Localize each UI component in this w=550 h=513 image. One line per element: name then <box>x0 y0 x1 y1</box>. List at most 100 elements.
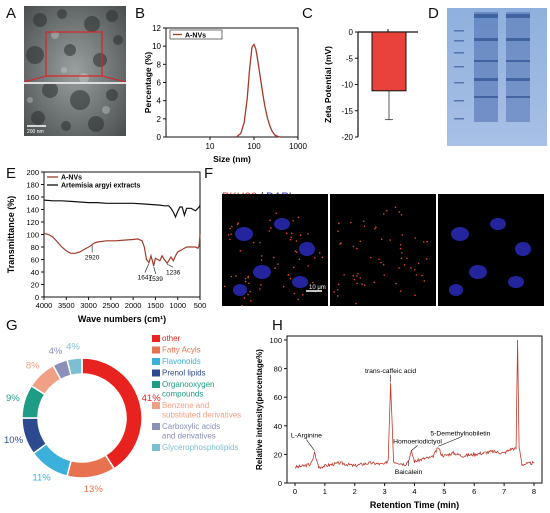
nucleus <box>451 227 469 241</box>
annotation-label: 1236 <box>166 269 181 276</box>
slice-label: 41% <box>142 393 162 404</box>
x-tick-label: 100 <box>247 142 261 151</box>
y-tick-label: 60 <box>274 393 282 402</box>
y-tick-label: 0 <box>157 133 162 142</box>
pkh26-dot <box>357 272 359 275</box>
pkh26-dot <box>250 300 252 302</box>
y-tick-label: 180 <box>26 181 39 190</box>
y-tick-label: 8 <box>157 60 162 69</box>
pkh26-dot <box>394 206 397 209</box>
pkh26-dot <box>426 240 428 243</box>
pkh26-dot <box>389 239 391 241</box>
nucleus <box>299 242 315 256</box>
annotation-label: 5-Demethylnobiletin <box>430 430 490 437</box>
legend-swatch <box>152 402 160 409</box>
pkh26-dot <box>359 277 362 279</box>
legend-label: other <box>162 334 181 343</box>
pkh26-dot <box>237 222 240 224</box>
legend-label: Glycerophospholipids <box>162 443 239 452</box>
legend-box <box>169 29 223 40</box>
annotation-label: 2920 <box>85 255 100 262</box>
x-tick-label: 4 <box>412 487 416 496</box>
y-tick-label: 40 <box>274 422 282 431</box>
pkh26-dot <box>321 256 324 259</box>
pkh26-dot <box>337 222 340 225</box>
panel-c-zeta-chart: 0 -5 -10 -15 -20 Zeta Potential (mV) <box>323 28 418 142</box>
legend-swatch <box>152 444 160 451</box>
pkh26-dot <box>294 250 297 252</box>
legend-label: Fatty Acyls <box>162 346 201 355</box>
pkh26-dot <box>382 213 385 215</box>
annotation-arrow <box>438 436 461 447</box>
pkh26-dot <box>352 245 355 248</box>
pkh26-dot <box>312 281 314 284</box>
pkh26-dot <box>292 266 295 269</box>
pkh26-dot <box>259 241 261 244</box>
pkh26-dot <box>383 274 386 276</box>
pkh26-dot <box>343 273 345 276</box>
y-tick-label: 80 <box>274 365 282 374</box>
slice-label: 13% <box>84 484 104 495</box>
panel-label-f: F <box>204 165 213 182</box>
y-tick-label: 200 <box>26 168 39 177</box>
pkh26-dot <box>415 274 418 276</box>
pkh26-dot <box>275 212 278 215</box>
series-line-a-nvs <box>236 43 281 138</box>
y-axis-label: Transmittance (%) <box>6 196 16 274</box>
pkh26-dot <box>374 227 376 230</box>
x-tick-label: 3000 <box>80 301 97 310</box>
y-tick-label: -20 <box>341 133 353 142</box>
plot-frame <box>43 171 201 298</box>
x-tick-label: 3500 <box>58 301 75 310</box>
pkh26-dot <box>247 293 249 296</box>
series-line-0 <box>43 232 201 266</box>
nucleus <box>508 276 524 288</box>
pkh26-dot <box>375 226 377 229</box>
pkh26-dot <box>380 261 382 264</box>
pkh26-dot <box>230 233 232 235</box>
pkh26-dot <box>260 255 263 257</box>
x-tick-label: 7 <box>502 487 506 496</box>
donut-slice-0 <box>81 357 143 470</box>
legend-label: A-NVs <box>185 33 206 40</box>
zoom-box <box>45 31 103 77</box>
pkh26-dot <box>260 284 262 286</box>
legend-label: Flavonoids <box>162 357 201 366</box>
pkh26-dot <box>423 241 425 243</box>
panel-f-fluorescence: PKH26 / DAPI 10 μm <box>222 191 544 307</box>
panel-label-a: A <box>6 5 16 22</box>
slice-label: 10% <box>4 435 24 446</box>
x-tick-label: 500 <box>194 301 207 310</box>
pkh26-dot <box>230 275 233 278</box>
pkh26-dot <box>244 280 247 283</box>
y-tick-label: -10 <box>341 81 353 90</box>
x-tick-label: 2000 <box>125 301 142 310</box>
panel-label-h: H <box>272 317 283 334</box>
annotation-label: trans-caffeic acid <box>365 368 416 375</box>
y-tick-label: 0 <box>349 28 354 37</box>
legend-label-line: substituted derivatives <box>162 411 241 420</box>
pkh26-dot <box>423 280 426 282</box>
pkh26-dot <box>406 257 408 260</box>
chromatogram-line <box>294 339 535 470</box>
pkh26-dot <box>336 288 339 291</box>
x-tick-label: 1000 <box>169 301 186 310</box>
pkh26-dot <box>247 275 249 278</box>
pkh26-dot <box>292 220 294 222</box>
legend-label-multiline: Carboxylic acids and derivatives <box>162 422 220 441</box>
pkh26-dot <box>295 240 298 242</box>
nucleus <box>233 284 247 296</box>
panel-h-chromatogram: 0 20 40 60 80 100 0 1 2 3 4 5 6 7 8 L-Arginine trans-caf… <box>255 335 543 510</box>
pkh26-dot <box>302 294 304 296</box>
legend-label: Prenol lipids <box>162 369 206 378</box>
pkh26-dot <box>268 230 271 232</box>
nucleus <box>235 227 253 241</box>
pkh26-dot <box>223 285 226 288</box>
pkh26-dot <box>380 238 383 241</box>
pkh26-dot <box>282 285 285 288</box>
y-axis-label: Percentage (%) <box>143 52 153 114</box>
legend-label-line: and derivatives <box>162 432 216 441</box>
pkh26-dot <box>336 295 339 297</box>
y-tick-label: 80 <box>31 243 39 252</box>
